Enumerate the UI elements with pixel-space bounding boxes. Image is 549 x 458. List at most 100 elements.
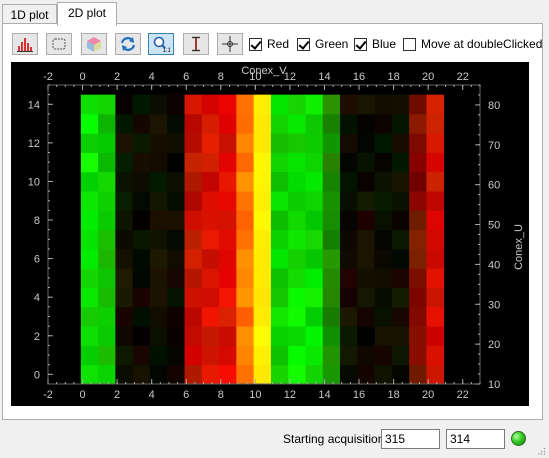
heatmap-cell	[392, 268, 410, 288]
checkbox-green[interactable]: Green	[297, 36, 348, 52]
size-grip-icon[interactable]	[538, 447, 546, 455]
heatmap-cell	[409, 307, 427, 327]
checkbox-move-at-double-clicked-box[interactable]	[403, 38, 416, 51]
heatmap-cell	[98, 307, 116, 327]
heatmap-cell	[98, 133, 116, 153]
x-tick-label-top: 18	[387, 71, 399, 83]
crosshair-button[interactable]	[217, 33, 243, 55]
heatmap-cell	[115, 307, 133, 327]
heatmap-cell	[340, 249, 358, 269]
heatmap-cell	[236, 172, 254, 192]
vertical-cursor-icon	[187, 35, 205, 53]
heatmap-cell	[271, 191, 289, 211]
heatmap-cell	[271, 114, 289, 134]
heatmap-svg[interactable]: -2-2002244668810101212141416161818202022…	[11, 62, 529, 406]
heatmap-cell	[236, 268, 254, 288]
right-axis-title: Conex_U	[513, 224, 525, 270]
rgb-cube-button[interactable]	[81, 33, 107, 55]
heatmap-cell	[236, 114, 254, 134]
heatmap-cell	[288, 345, 306, 365]
x-tick-label-top: 2	[114, 71, 120, 83]
heatmap-cell	[254, 153, 272, 173]
heatmap-cell	[392, 288, 410, 308]
heatmap-cell	[98, 249, 116, 269]
heatmap-cell	[357, 345, 375, 365]
heatmap-cell	[409, 345, 427, 365]
heatmap-cell	[133, 268, 151, 288]
checkbox-blue-box[interactable]	[354, 38, 367, 51]
refresh-button[interactable]	[115, 33, 141, 55]
tab-1d-plot[interactable]: 1D plot	[2, 4, 57, 24]
heatmap-cell	[375, 95, 393, 115]
heatmap-cell	[305, 307, 323, 327]
heatmap-cell	[375, 268, 393, 288]
heatmap-cell	[115, 345, 133, 365]
heatmap-cell	[426, 95, 444, 115]
zoom-1to1-button[interactable]: 1:1	[148, 33, 174, 55]
checkbox-green-box[interactable]	[297, 38, 310, 51]
crosshair-icon	[221, 35, 239, 53]
heatmap-cell	[357, 114, 375, 134]
heatmap-cell	[305, 133, 323, 153]
heatmap-cell	[98, 114, 116, 134]
heatmap-cell	[305, 172, 323, 192]
heatmap-plot[interactable]: -2 -2 0 0 2 2 4 4 6 6 8 8 10 10 12 12 14 14 16 16 18 18 20 20 22…	[11, 62, 529, 406]
heatmap-cell	[375, 191, 393, 211]
histogram-button[interactable]	[12, 33, 38, 55]
heatmap-cell	[323, 345, 341, 365]
heatmap-cell	[81, 307, 99, 327]
heatmap-cell	[288, 249, 306, 269]
heatmap-cell	[375, 307, 393, 327]
roi-rect-button[interactable]	[46, 33, 72, 55]
tab-2d-plot[interactable]: 2D plot	[57, 2, 117, 26]
x-tick-label-bottom: 22	[457, 389, 469, 401]
heatmap-cell	[202, 133, 220, 153]
vertical-cursor-button[interactable]	[183, 33, 209, 55]
heatmap-cell	[288, 326, 306, 346]
heatmap-cell	[409, 191, 427, 211]
x-tick-label-bottom: 2	[114, 389, 120, 401]
zoom-1to1-icon: 1:1	[152, 35, 170, 53]
heatmap-cell	[254, 345, 272, 365]
heatmap-cell	[392, 172, 410, 192]
heatmap-cell	[115, 268, 133, 288]
heatmap-cell	[150, 365, 168, 385]
heatmap-cell	[305, 210, 323, 230]
acquisition-field-1[interactable]: 315	[381, 429, 440, 449]
heatmap-cell	[340, 191, 358, 211]
heatmap-cell	[98, 172, 116, 192]
roi-rect-icon	[50, 35, 68, 53]
heatmap-cell	[375, 114, 393, 134]
heatmap-cell	[202, 288, 220, 308]
heatmap-cell	[185, 326, 203, 346]
y-tick-label-right: 80	[488, 100, 500, 112]
heatmap-cell	[375, 288, 393, 308]
heatmap-cell	[305, 95, 323, 115]
heatmap-cell	[133, 230, 151, 250]
checkbox-red[interactable]: Red	[249, 36, 289, 52]
heatmap-cell	[305, 345, 323, 365]
heatmap-cell	[236, 133, 254, 153]
heatmap-cell	[185, 249, 203, 269]
checkbox-move-at-double-clicked[interactable]: Move at doubleClicked	[403, 36, 542, 52]
acquisition-field-2[interactable]: 314	[446, 429, 505, 449]
x-tick-label-top: 4	[149, 71, 155, 83]
heatmap-cell	[219, 268, 237, 288]
heatmap-cell	[357, 210, 375, 230]
heatmap-cell	[115, 249, 133, 269]
heatmap-cell	[236, 326, 254, 346]
heatmap-cell	[202, 191, 220, 211]
heatmap-cell	[150, 249, 168, 269]
heatmap-cell	[219, 210, 237, 230]
heatmap-cell	[167, 153, 185, 173]
heatmap-cell	[426, 307, 444, 327]
checkbox-red-box[interactable]	[249, 38, 262, 51]
checkbox-blue-label: Blue	[372, 37, 396, 51]
x-tick-label-bottom: 12	[284, 389, 296, 401]
heatmap-cell	[185, 307, 203, 327]
heatmap-cell	[115, 365, 133, 385]
heatmap-cell	[392, 230, 410, 250]
heatmap-cell	[323, 326, 341, 346]
heatmap-cell	[288, 307, 306, 327]
checkbox-blue[interactable]: Blue	[354, 36, 396, 52]
